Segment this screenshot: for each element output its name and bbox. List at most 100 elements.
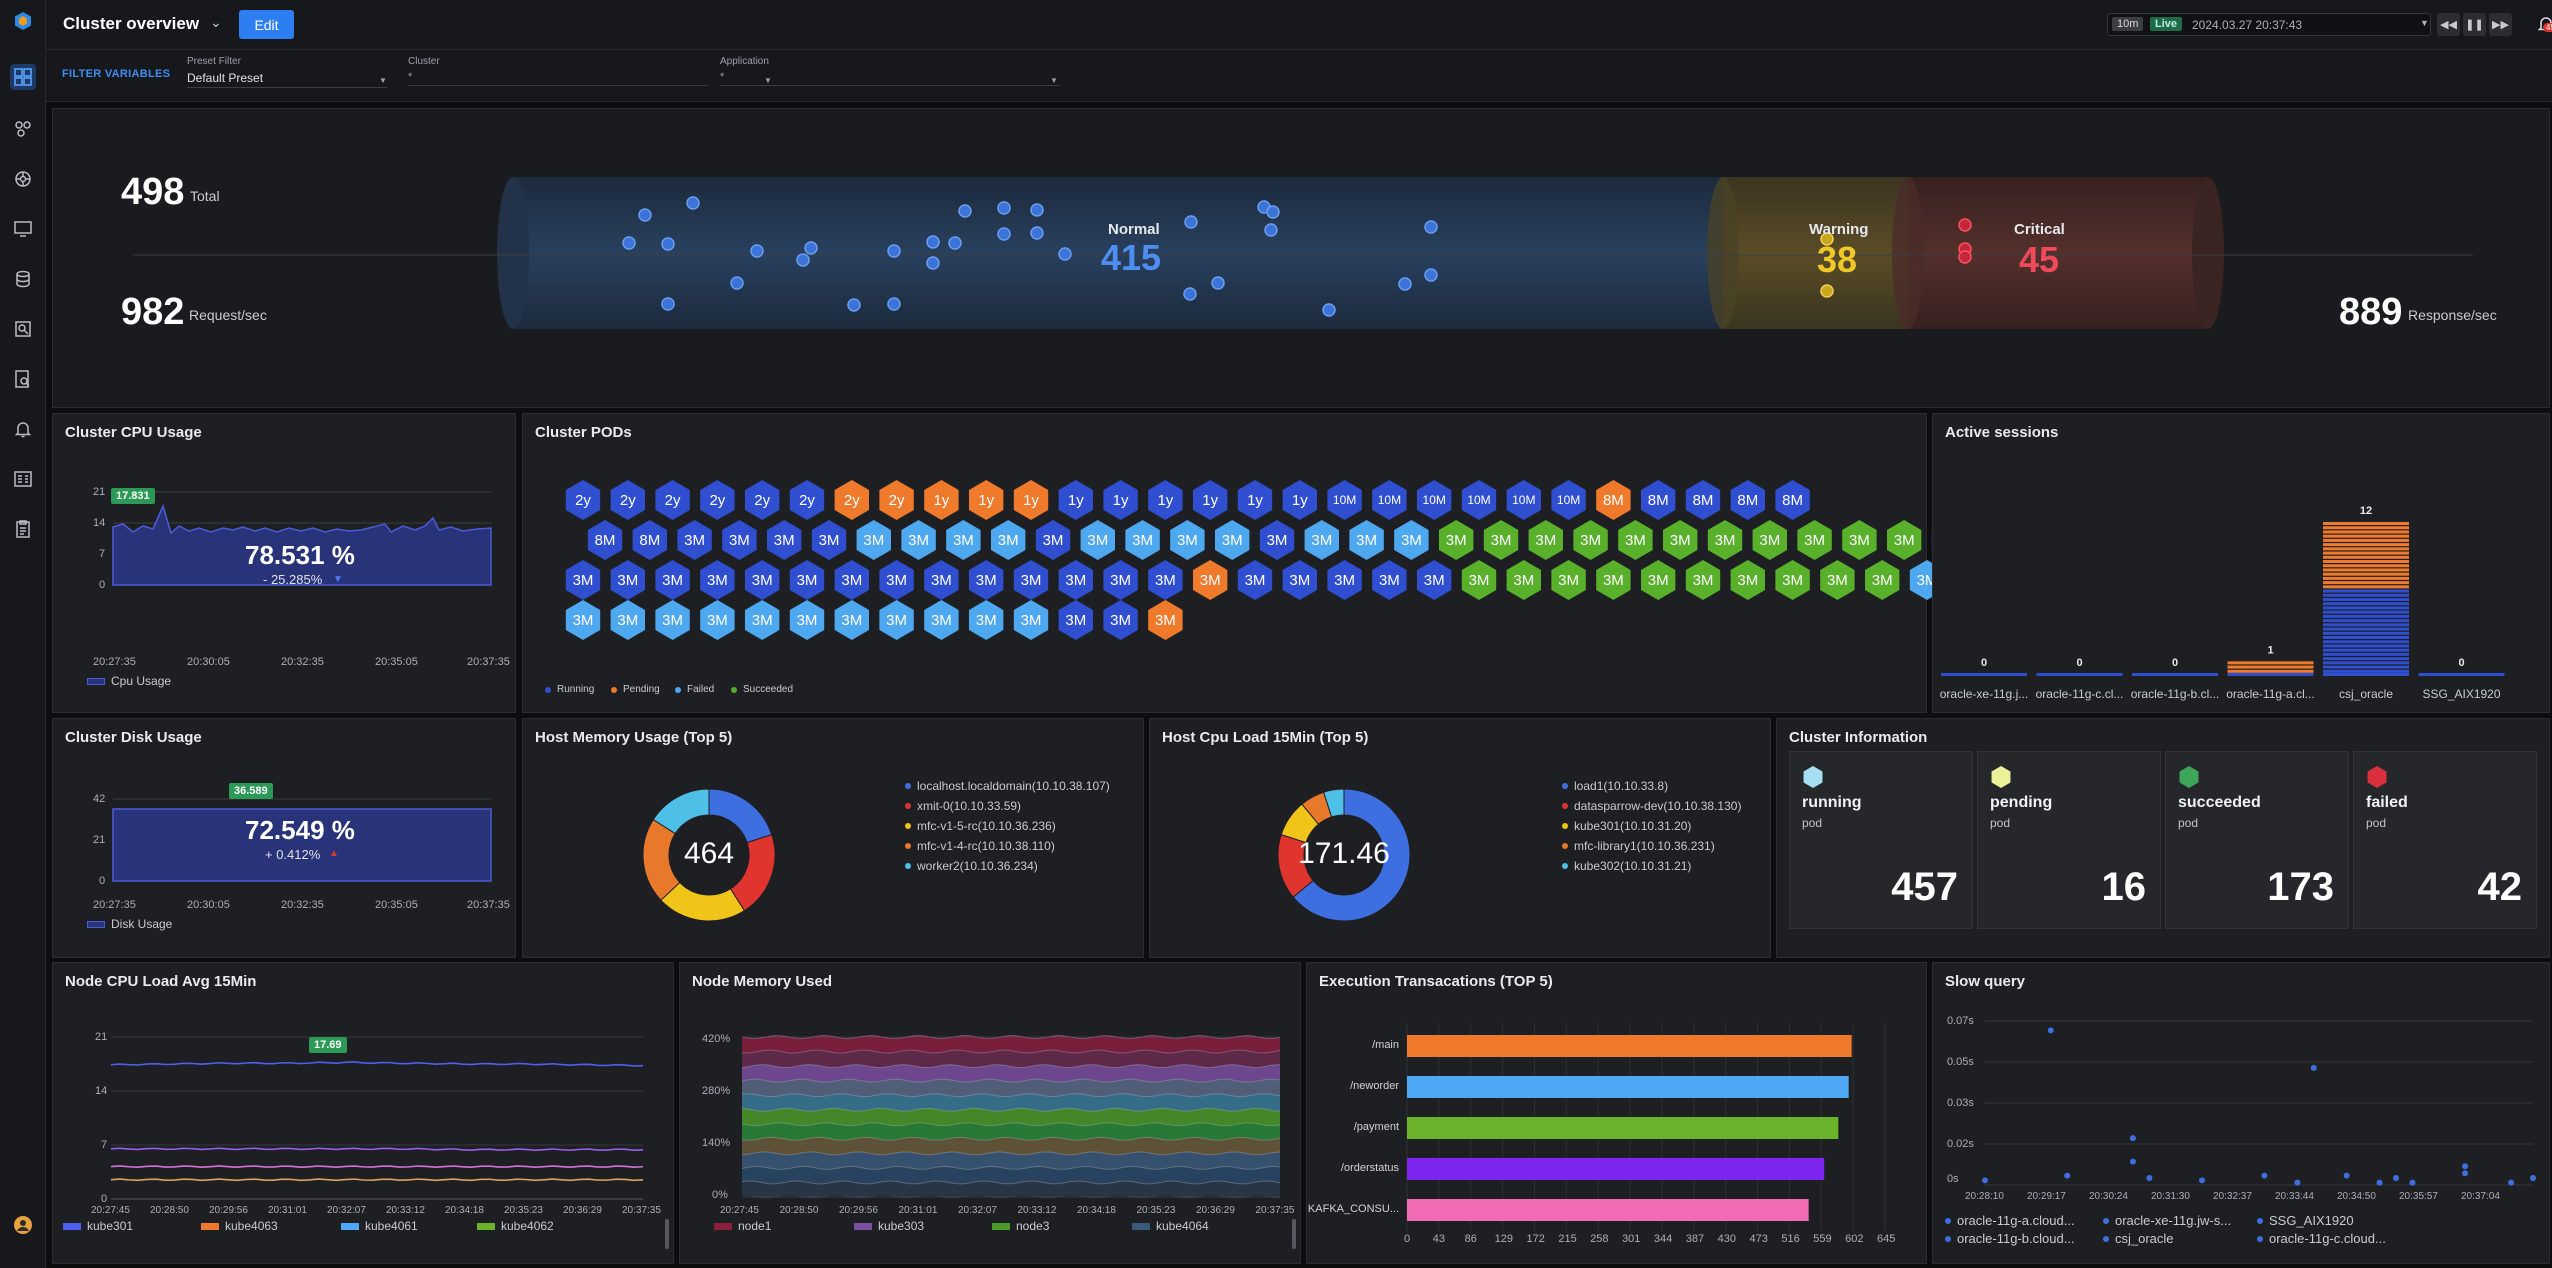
slow-query-point[interactable] [2129,1158,2136,1165]
pod-hex[interactable]: 2y [834,480,869,520]
pod-hex[interactable]: 1y [1148,480,1183,520]
slow-query-point[interactable] [2409,1179,2416,1186]
bell-icon[interactable] [10,416,36,442]
node-mem-band[interactable] [742,1137,1280,1155]
pod-hex[interactable]: 3M [1282,560,1317,600]
pod-hex[interactable]: 3M [968,560,1004,600]
forward-icon[interactable]: ▶▶ [2489,13,2512,36]
pod-hex[interactable]: 1y [1192,480,1228,520]
slow-query-point[interactable] [2343,1172,2350,1179]
page-title[interactable]: Cluster overview [63,14,200,33]
donut-legend-item[interactable]: kube302(10.10.31.21) [1562,859,1741,873]
execution-bar[interactable] [1407,1158,1825,1180]
node-mem-band[interactable] [742,1050,1280,1068]
pod-hex[interactable]: 3M [924,560,959,600]
slow-query-point[interactable] [2261,1172,2268,1179]
execution-bar[interactable] [1407,1035,1852,1057]
pod-hex[interactable]: 3M [946,520,981,560]
slow-query-point[interactable] [2530,1174,2536,1181]
donut-slice[interactable] [652,788,710,835]
pod-hex[interactable]: 10M [1506,480,1541,520]
pod-hex[interactable]: 8M [1640,480,1676,520]
pod-hex[interactable]: 3M [789,600,825,640]
slow-query-point[interactable] [2047,1027,2054,1034]
pod-hex[interactable]: 3M [924,600,959,640]
pod-hex[interactable]: 1y [1013,480,1049,520]
pod-hex[interactable]: 3M [1058,600,1093,640]
pod-hex[interactable]: 3M [744,600,780,640]
pod-hex[interactable]: 3M [834,560,869,600]
pod-hex[interactable]: 10M [1372,480,1407,520]
slow-legend-item[interactable]: oracle-11g-a.cloud... [1945,1213,2075,1228]
pod-hex[interactable]: 3M [834,600,869,640]
execution-bar[interactable] [1407,1117,1839,1139]
pod-hex[interactable]: 3M [1170,520,1205,560]
slow-legend-item[interactable]: oracle-11g-c.cloud... [2257,1231,2386,1246]
donut-slice[interactable] [1322,788,1345,818]
donut-legend-item[interactable]: mfc-v1-5-rc(10.10.36.236) [905,819,1110,833]
pod-hex[interactable]: 3M [1035,520,1071,560]
slow-query-point[interactable] [2393,1174,2399,1181]
pod-hex[interactable]: 3M [610,560,645,600]
app-logo-icon[interactable] [10,8,36,34]
preset-filter-value[interactable]: Default Preset [187,67,387,88]
pod-hex[interactable]: 8M [1730,480,1765,520]
failed-card[interactable]: failed pod 42 [2353,751,2537,929]
slow-query-point[interactable] [2129,1135,2136,1142]
application-select[interactable]: Application * ▼ [720,56,1060,86]
pod-hex[interactable]: 3M [1618,520,1653,560]
pod-hex[interactable]: 3M [1596,560,1631,600]
node-mem-band[interactable] [742,1151,1280,1170]
slow-query-point[interactable] [2310,1064,2317,1071]
pod-hex[interactable]: 3M [811,520,847,560]
user-avatar-icon[interactable] [10,1212,36,1238]
slow-legend-item[interactable]: SSG_AIX1920 [2257,1213,2354,1228]
pod-hex[interactable]: 3M [700,560,735,600]
pod-hex[interactable]: 3M [1461,560,1497,600]
slow-query-point[interactable] [1982,1177,1988,1184]
live-badge[interactable]: Live [2150,17,2183,31]
pod-hex[interactable]: 3M [789,560,825,600]
notification-bell-icon[interactable]: 45 [2536,14,2552,34]
node-mem-band[interactable] [742,1079,1280,1097]
pod-hex[interactable]: 3M [700,600,735,640]
datetime-value[interactable]: 2024.03.27 20:37:43 [2192,18,2303,32]
pod-hex[interactable]: 3M [655,560,690,600]
pods-legend-running[interactable]: Running [545,684,594,695]
node-mem-legend-item[interactable]: node3 [992,1219,1049,1233]
time-range-control[interactable]: 10m Live 2024.03.27 20:37:43 ▼ [2107,13,2431,36]
pod-hex[interactable]: 3M [1528,520,1563,560]
pod-hex[interactable]: 3M [1103,600,1138,640]
pod-hex[interactable]: 3M [1640,560,1676,600]
slow-query-point[interactable] [2508,1179,2515,1186]
pod-hex[interactable]: 8M [587,520,623,560]
pod-hex[interactable]: 3M [1551,560,1586,600]
pod-hex[interactable]: 3M [1438,520,1474,560]
title-dropdown-icon[interactable]: ⌄ [210,14,222,30]
pod-hex[interactable]: 3M [1394,520,1429,560]
pod-hex[interactable]: 3M [1730,560,1765,600]
donut-legend-item[interactable]: datasparrow-dev(10.10.38.130) [1562,799,1741,813]
pod-hex[interactable]: 3M [744,560,780,600]
pod-hex[interactable]: 3M [1483,520,1519,560]
donut-legend-item[interactable]: worker2(10.10.36.234) [905,859,1110,873]
node-mem-band[interactable] [742,1064,1280,1083]
pod-hex[interactable]: 3M [1372,560,1407,600]
preset-filter-select[interactable]: Preset Filter Default Preset ▼ [187,56,387,88]
pod-hex[interactable]: 3M [1259,520,1295,560]
pod-hex[interactable]: 10M [1327,480,1362,520]
pod-hex[interactable]: 3M [1125,520,1160,560]
slow-query-point[interactable] [2294,1179,2301,1186]
pod-hex[interactable]: 8M [1775,480,1810,520]
pod-hex[interactable]: 3M [1192,560,1228,600]
cluster-dropdown-icon[interactable]: ▼ [764,76,772,85]
slow-legend-item[interactable]: oracle-xe-11g.jw-s... [2103,1213,2231,1228]
pod-hex[interactable]: 3M [1214,520,1250,560]
pod-hex[interactable]: 1y [1103,480,1138,520]
dashboard-icon[interactable] [10,64,36,90]
pod-hex[interactable]: 3M [1573,520,1608,560]
slow-query-point[interactable] [2146,1174,2153,1181]
pod-hex[interactable]: 3M [1058,560,1093,600]
pod-hex[interactable]: 3M [1349,520,1384,560]
node-mem-band[interactable] [742,1180,1280,1199]
